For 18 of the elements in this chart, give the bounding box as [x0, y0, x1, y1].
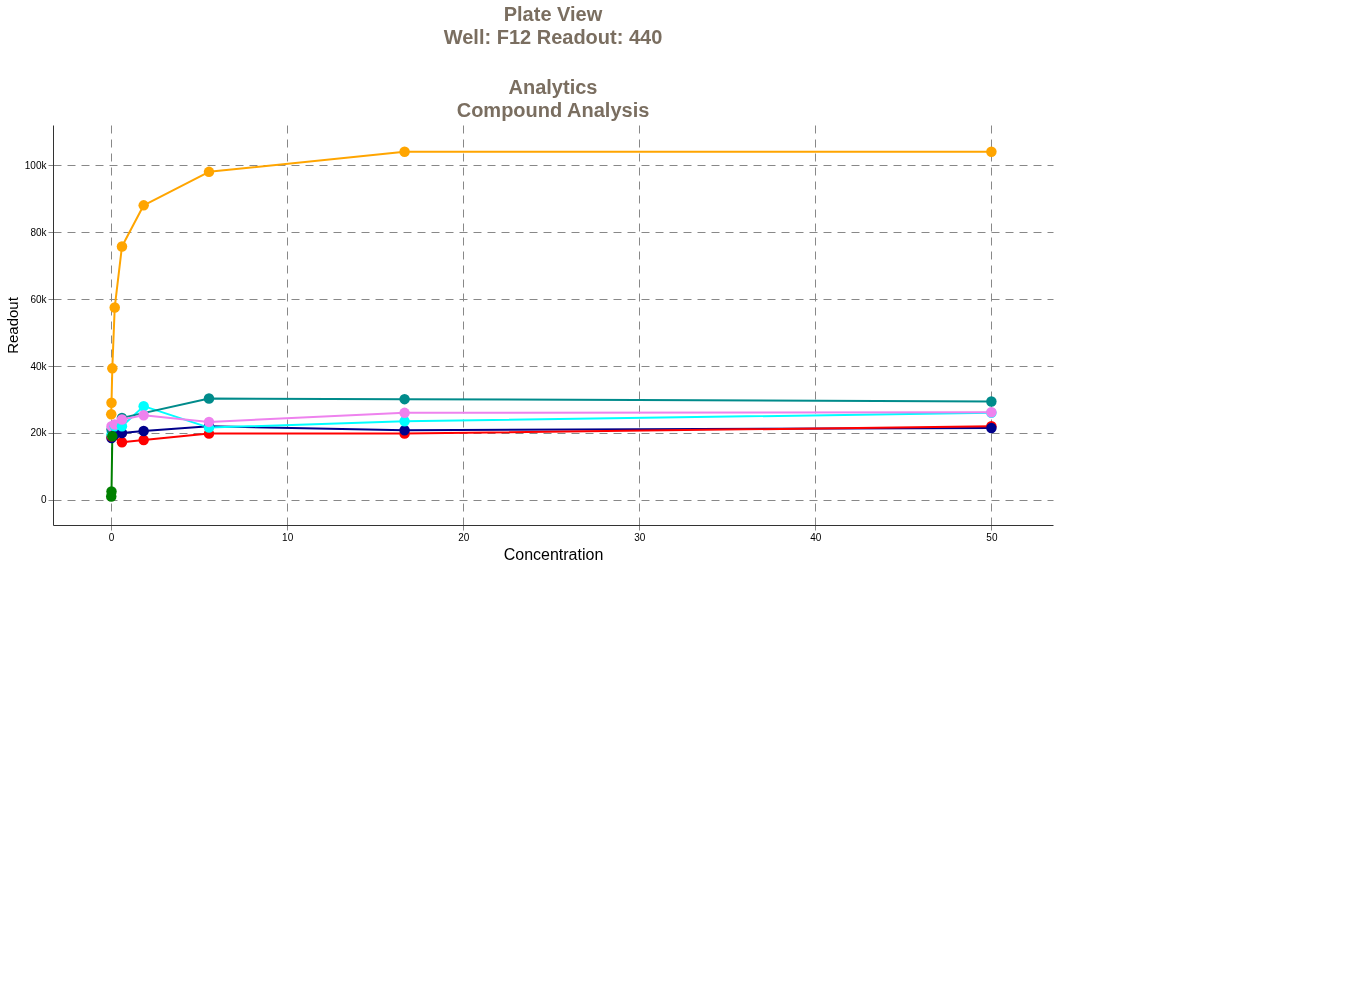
x-tick-label: 20 — [458, 531, 470, 543]
y-tick-label: 40k — [30, 360, 48, 372]
x-axis-title: Concentration — [503, 545, 604, 563]
y-axis-title: Readout — [3, 296, 21, 354]
x-tick-label: 0 — [108, 531, 115, 543]
x-tick-label: 50 — [986, 531, 998, 543]
y-tick-label: 0 — [40, 494, 47, 506]
y-tick-label: 80k — [30, 226, 48, 238]
text: Plate View — [503, 3, 603, 25]
y-tick-label: 60k — [30, 293, 48, 305]
chart-subtitle: Compound Analysis — [456, 99, 650, 121]
y-tick-label: 100k — [24, 159, 48, 171]
y-tick-label: 20k — [30, 427, 48, 439]
text: Well: F12 Readout: 440 — [443, 26, 663, 48]
chart-title: Analytics — [508, 76, 598, 98]
x-tick-label: 40 — [810, 531, 822, 543]
x-tick-label: 10 — [282, 531, 294, 543]
x-tick-label: 30 — [634, 531, 646, 543]
